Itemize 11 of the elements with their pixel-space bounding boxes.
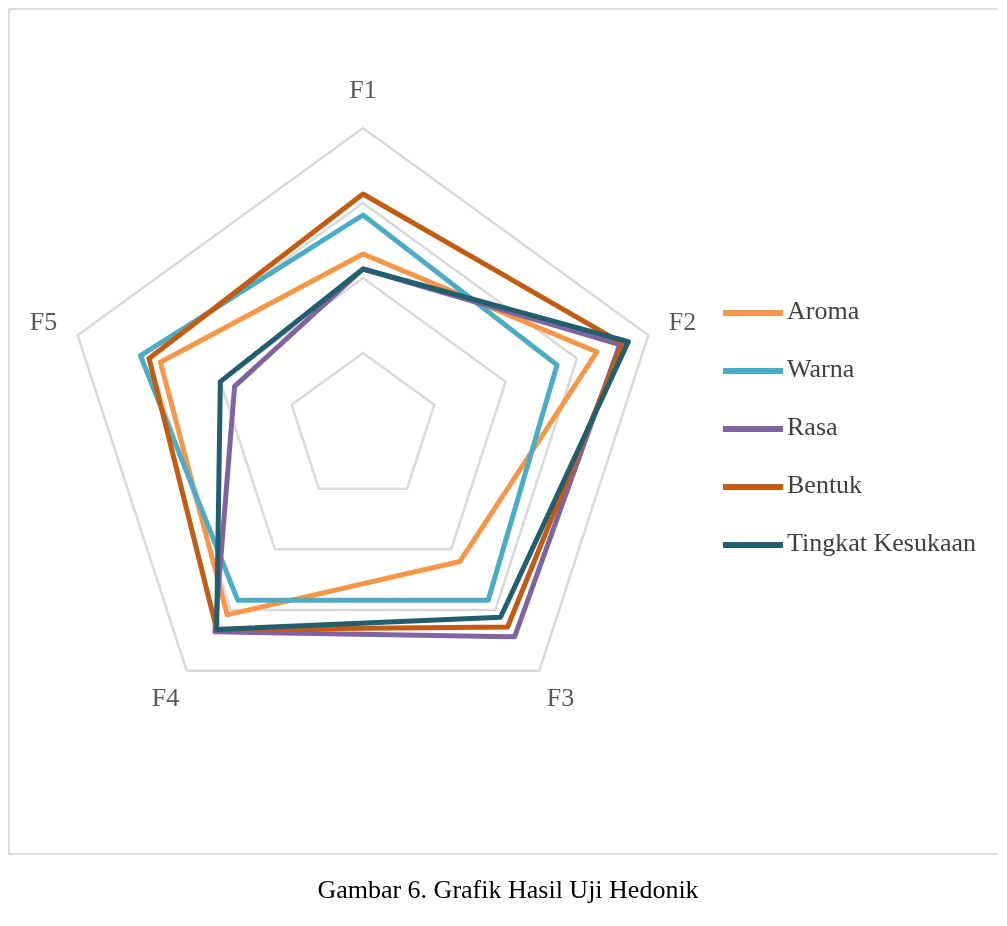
legend-label: Tingkat Kesukaan — [787, 527, 976, 557]
spoke-label: F5 — [29, 307, 58, 337]
text: Gambar 6. Grafik Hasil Uji Hedonik — [317, 875, 699, 904]
spoke-label: F3 — [546, 682, 575, 712]
legend-label: Bentuk — [787, 469, 863, 499]
spoke-label: F4 — [151, 682, 180, 712]
legend-label: Rasa — [787, 411, 838, 441]
spoke-label: F2 — [668, 307, 697, 337]
spoke-label: F1 — [349, 74, 377, 104]
legend-label: Aroma — [787, 295, 860, 325]
legend-label: Warna — [787, 353, 855, 383]
